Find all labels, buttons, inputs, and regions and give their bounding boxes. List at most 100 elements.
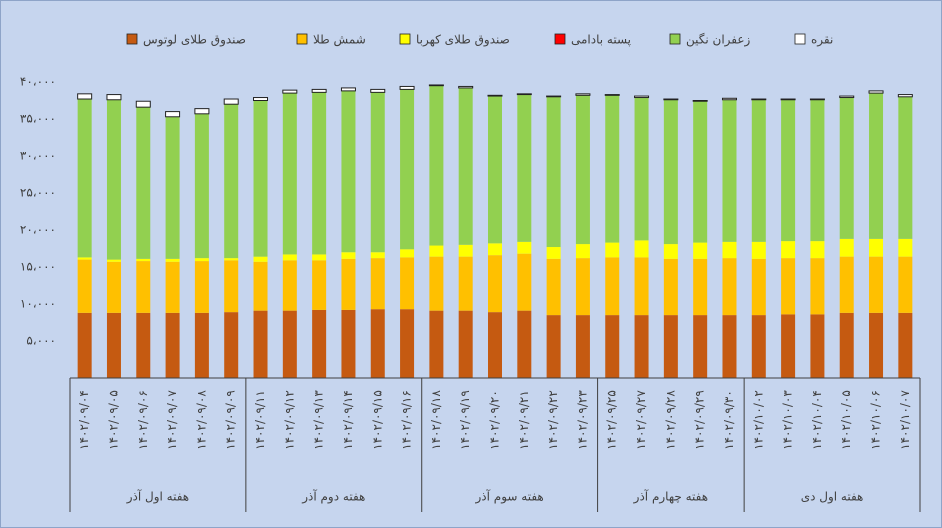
bar-segment xyxy=(224,104,239,259)
bar-segment xyxy=(663,98,679,101)
bar-segment xyxy=(429,310,444,378)
bar-segment xyxy=(400,257,415,310)
bar-segment xyxy=(751,98,767,101)
bar-segment xyxy=(458,256,473,311)
bar-segment xyxy=(223,98,239,105)
bar-segment xyxy=(781,314,796,378)
bar-segment xyxy=(458,310,473,378)
bar-segment xyxy=(693,101,708,243)
bar-segment xyxy=(634,240,649,258)
legend-label: زعفران نگین xyxy=(686,33,751,48)
bar-segment xyxy=(312,92,327,255)
bar-segment xyxy=(781,241,796,259)
x-tick-label: ۱۴۰۲/۱۰/۰۳ xyxy=(781,390,795,450)
x-tick-label: ۱۴۰۲/۰۹/۰۸ xyxy=(194,390,208,450)
bar-segment xyxy=(839,95,855,99)
x-tick-label: ۱۴۰۲/۰۹/۲۱ xyxy=(517,390,531,450)
group-label: هفته چهارم آذر xyxy=(633,489,708,505)
group-label: هفته سوم آذر xyxy=(475,489,544,505)
x-tick-label: ۱۴۰۲/۱۰/۰۲ xyxy=(751,390,765,450)
bar-segment xyxy=(869,256,884,313)
bar-segment xyxy=(458,244,473,257)
bar-segment xyxy=(400,309,415,378)
bar-segment xyxy=(575,315,590,378)
bar-segment xyxy=(487,94,503,97)
bar-segment xyxy=(106,261,121,313)
legend-swatch xyxy=(794,33,806,45)
x-tick-label: ۱۴۰۲/۰۹/۰۷ xyxy=(165,390,179,450)
legend-swatch xyxy=(669,33,681,45)
bar-segment xyxy=(546,95,562,98)
bar-segment xyxy=(282,89,298,94)
bar-segment xyxy=(312,260,327,310)
x-tick-label: ۱۴۰۲/۰۹/۱۵ xyxy=(370,390,384,450)
bar-segment xyxy=(312,254,327,261)
bar-segment xyxy=(516,93,532,96)
bar-segment xyxy=(224,258,239,261)
bar-segment xyxy=(546,247,561,259)
bar-segment xyxy=(839,312,854,378)
legend-label: شمش طلا xyxy=(313,33,366,48)
bar-segment xyxy=(663,258,678,316)
bar-segment xyxy=(400,249,415,258)
x-tick-label: ۱۴۰۲/۱۰/۰۴ xyxy=(810,390,824,450)
bar-segment xyxy=(77,312,92,378)
x-tick-label: ۱۴۰۲/۱۰/۰۶ xyxy=(869,390,883,450)
bar-segment xyxy=(898,96,913,239)
y-tick-label: ۲۵،۰۰۰ xyxy=(20,186,56,200)
bar-segment xyxy=(575,95,590,245)
bar-segment xyxy=(136,258,151,262)
bar-segment xyxy=(106,94,122,101)
x-tick-label: ۱۴۰۲/۰۹/۲۷ xyxy=(634,390,648,450)
bar-segment xyxy=(693,258,708,316)
bar-segment xyxy=(165,258,180,262)
bar-segment xyxy=(370,258,385,310)
bar-segment xyxy=(194,113,209,259)
bar-segment xyxy=(136,261,151,313)
y-tick-label: ۱۵،۰۰۰ xyxy=(20,260,56,274)
y-tick-label: ۴۰،۰۰۰ xyxy=(20,75,56,89)
x-tick-label: ۱۴۰۲/۰۹/۰۹ xyxy=(224,390,238,450)
bar-segment xyxy=(370,309,385,378)
bar-segment xyxy=(605,95,620,243)
bar-segment xyxy=(136,107,151,259)
bar-segment xyxy=(693,242,708,259)
bar-segment xyxy=(341,90,356,253)
bar-segment xyxy=(810,258,825,315)
legend-label: نقره xyxy=(811,33,833,48)
bar-segment xyxy=(663,244,678,259)
bar-segment xyxy=(781,99,796,242)
x-tick-label: ۱۴۰۲/۰۹/۲۳ xyxy=(575,390,589,450)
bar-segment xyxy=(341,252,356,259)
bar-segment xyxy=(165,116,180,259)
y-tick-label: ۱۰،۰۰۰ xyxy=(20,297,56,311)
bar-segment xyxy=(458,85,474,89)
bar-segment xyxy=(898,256,913,313)
bar-segment xyxy=(869,93,884,239)
legend-swatch xyxy=(126,33,138,45)
bar-segment xyxy=(311,88,327,93)
y-tick-label: ۳۰،۰۰۰ xyxy=(20,149,56,163)
bar-segment xyxy=(605,242,620,258)
bar-segment xyxy=(165,312,180,378)
x-tick-label: ۱۴۰۲/۰۹/۲۲ xyxy=(546,390,560,450)
y-tick-label: ۵،۰۰۰ xyxy=(26,334,56,348)
bar-segment xyxy=(722,99,737,242)
bar-segment xyxy=(400,89,415,250)
bar-segment xyxy=(546,96,561,248)
legend-swatch xyxy=(296,33,308,45)
bar-segment xyxy=(224,260,239,313)
y-tick-label: ۳۵،۰۰۰ xyxy=(20,112,56,126)
bar-segment xyxy=(253,256,268,262)
x-tick-label: ۱۴۰۲/۰۹/۱۸ xyxy=(429,390,443,450)
bar-segment xyxy=(722,241,737,259)
bar-segment xyxy=(780,98,796,101)
bar-segment xyxy=(282,310,297,378)
bar-segment xyxy=(253,310,268,378)
bar-segment xyxy=(897,94,913,98)
bar-segment xyxy=(869,312,884,378)
bar-segment xyxy=(429,245,444,257)
bar-segment xyxy=(399,85,415,90)
bar-segment xyxy=(751,315,766,378)
